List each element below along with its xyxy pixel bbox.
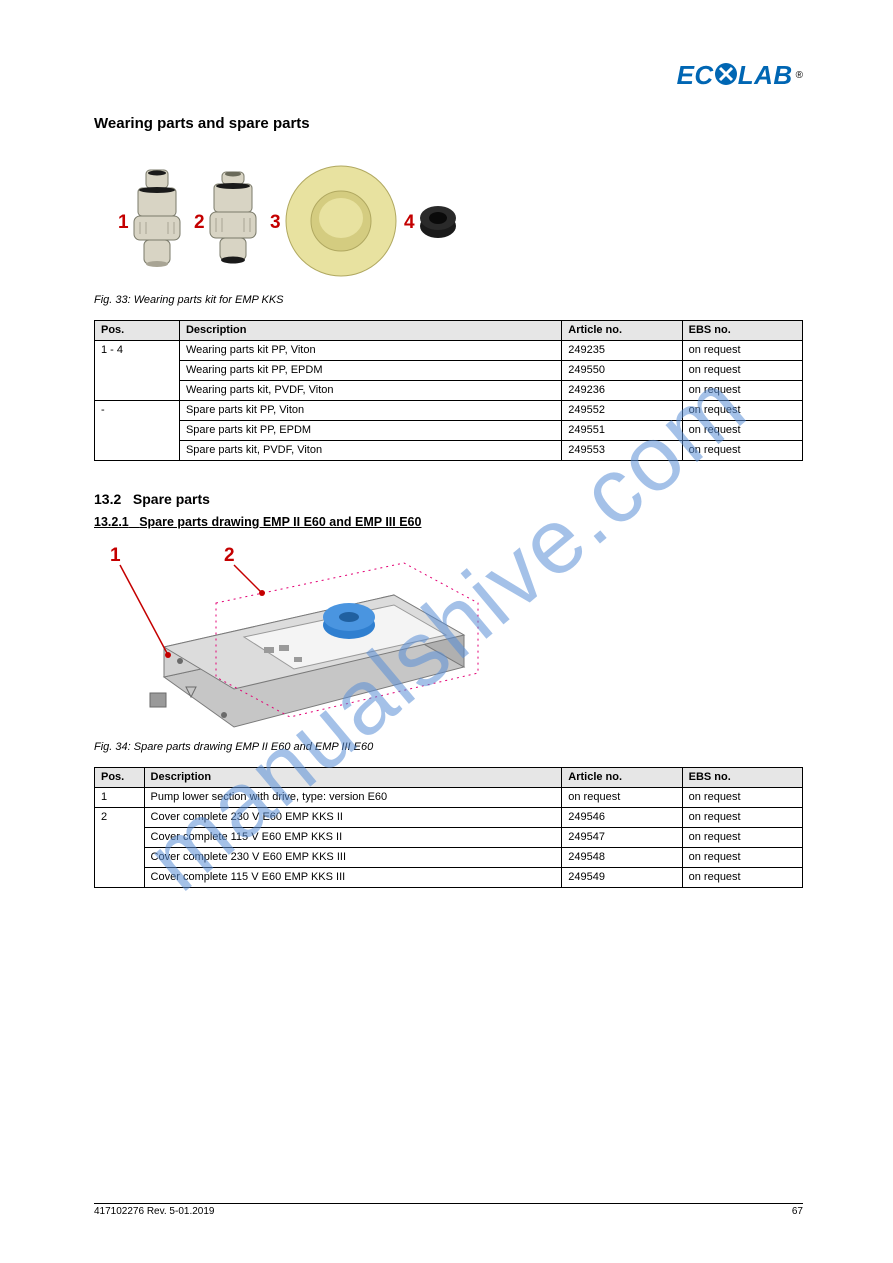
col-desc: Description (179, 321, 561, 341)
cell-ebs: on request (682, 788, 802, 808)
svg-text:1: 1 (110, 545, 121, 566)
section-heading: 13.2 Spare parts (94, 491, 803, 507)
cell-ebs: on request (682, 421, 802, 441)
col-pos: Pos. (95, 321, 180, 341)
page-title: Wearing parts and spare parts (94, 115, 803, 132)
cell-article: 249550 (562, 361, 682, 381)
cell-article: 249546 (562, 808, 682, 828)
table-row: 1Pump lower section with drive, type: ve… (95, 788, 803, 808)
logo-text-right: LAB (738, 60, 793, 91)
svg-text:3: 3 (270, 212, 281, 233)
logo-text-left: EC (677, 60, 714, 91)
figure-33-caption: Fig. 33: Wearing parts kit for EMP KKS (94, 294, 803, 306)
table-row: Spare parts kit, PVDF, Viton249553on req… (95, 441, 803, 461)
table-row: Wearing parts kit, PVDF, Viton249236on r… (95, 381, 803, 401)
cell-article: on request (562, 788, 682, 808)
cell-desc: Pump lower section with drive, type: ver… (144, 788, 562, 808)
figure-34: 1 2 (94, 537, 803, 737)
table-row: Wearing parts kit PP, EPDM249550on reque… (95, 361, 803, 381)
cell-desc: Spare parts kit PP, EPDM (179, 421, 561, 441)
table-row: Cover complete 115 V E60 EMP KKS II24954… (95, 828, 803, 848)
col-ebs: EBS no. (682, 321, 802, 341)
cell-article: 249547 (562, 828, 682, 848)
figure-34-caption: Fig. 34: Spare parts drawing EMP II E60 … (94, 741, 803, 753)
table-row: 2Cover complete 230 V E60 EMP KKS II2495… (95, 808, 803, 828)
cell-ebs: on request (682, 868, 802, 888)
cell-ebs: on request (682, 848, 802, 868)
cell-desc: Cover complete 230 V E60 EMP KKS II (144, 808, 562, 828)
page-footer: 417102276 Rev. 5-01.2019 67 (94, 1203, 803, 1217)
table-row: Cover complete 115 V E60 EMP KKS III2495… (95, 868, 803, 888)
page-header: EC LAB ® (94, 60, 803, 91)
cell-ebs: on request (682, 441, 802, 461)
footer-left: 417102276 Rev. 5-01.2019 (94, 1206, 214, 1217)
cell-ebs: on request (682, 808, 802, 828)
table-row: Cover complete 230 V E60 EMP KKS III2495… (95, 848, 803, 868)
table-row: 1 - 4Wearing parts kit PP, Viton249235on… (95, 341, 803, 361)
cell-ebs: on request (682, 361, 802, 381)
cell-ebs: on request (682, 341, 802, 361)
cell-article: 249551 (562, 421, 682, 441)
cell-article: 249548 (562, 848, 682, 868)
svg-text:4: 4 (404, 212, 415, 233)
cell-desc: Cover complete 115 V E60 EMP KKS III (144, 868, 562, 888)
cell-desc: Wearing parts kit PP, Viton (179, 341, 561, 361)
table-kits: Pos. Description Article no. EBS no. 1 -… (94, 320, 803, 461)
table-spares: Pos. Description Article no. EBS no. 1Pu… (94, 767, 803, 888)
table-header-row: Pos. Description Article no. EBS no. (95, 768, 803, 788)
cell-article: 249553 (562, 441, 682, 461)
table-row: Spare parts kit PP, EPDM249551on request (95, 421, 803, 441)
col-article: Article no. (562, 321, 682, 341)
figure-34-svg: 1 2 (94, 537, 514, 737)
cell-pos: - (95, 401, 180, 461)
section-subheading: 13.2.1 Spare parts drawing EMP II E60 an… (94, 515, 803, 529)
cell-desc: Spare parts kit PP, Viton (179, 401, 561, 421)
cell-pos: 1 - 4 (95, 341, 180, 401)
figure-33: 1 2 (106, 150, 803, 290)
cell-desc: Cover complete 230 V E60 EMP KKS III (144, 848, 562, 868)
cell-pos: 1 (95, 788, 145, 808)
cell-article: 249549 (562, 868, 682, 888)
cell-article: 249235 (562, 341, 682, 361)
cell-ebs: on request (682, 381, 802, 401)
col-article: Article no. (562, 768, 682, 788)
cell-desc: Spare parts kit, PVDF, Viton (179, 441, 561, 461)
table-header-row: Pos. Description Article no. EBS no. (95, 321, 803, 341)
cell-pos: 2 (95, 808, 145, 888)
svg-text:2: 2 (194, 212, 205, 233)
cell-article: 249236 (562, 381, 682, 401)
svg-text:2: 2 (224, 545, 235, 566)
table-row: -Spare parts kit PP, Viton249552on reque… (95, 401, 803, 421)
brand-logo: EC LAB ® (677, 60, 803, 91)
footer-right: 67 (792, 1206, 803, 1217)
trademark: ® (796, 70, 803, 81)
cell-desc: Wearing parts kit PP, EPDM (179, 361, 561, 381)
cell-article: 249552 (562, 401, 682, 421)
cell-ebs: on request (682, 828, 802, 848)
svg-text:1: 1 (118, 212, 129, 233)
cell-desc: Cover complete 115 V E60 EMP KKS II (144, 828, 562, 848)
cell-desc: Wearing parts kit, PVDF, Viton (179, 381, 561, 401)
figure-33-svg: 1 2 (106, 150, 476, 290)
cell-ebs: on request (682, 401, 802, 421)
col-desc: Description (144, 768, 562, 788)
col-pos: Pos. (95, 768, 145, 788)
logo-symbol (715, 63, 737, 85)
col-ebs: EBS no. (682, 768, 802, 788)
